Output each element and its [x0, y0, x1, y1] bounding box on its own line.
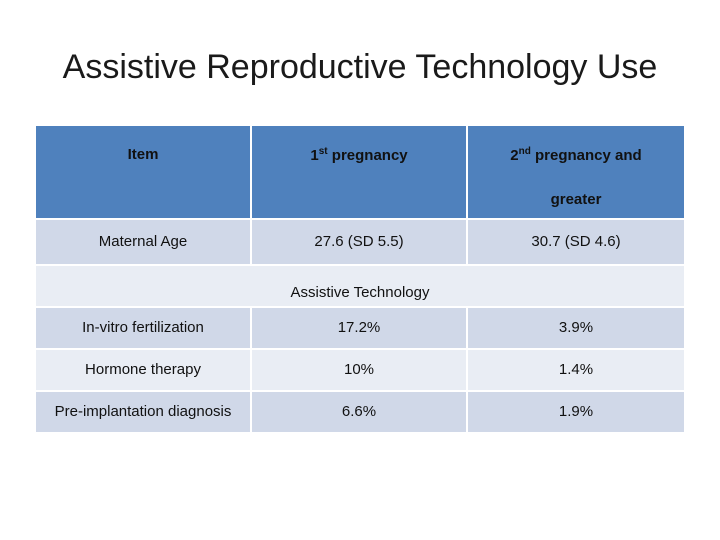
row-second-value: 3.9%: [468, 308, 684, 350]
page-title: Assistive Reproductive Technology Use: [62, 48, 658, 86]
row-first-value: 17.2%: [252, 308, 468, 350]
table-row: Pre-implantation diagnosis 6.6% 1.9%: [36, 392, 684, 434]
art-table: Item 1st pregnancy 2nd pregnancy and gre…: [36, 126, 684, 434]
row-second-value: 1.9%: [468, 392, 684, 434]
header-second-pregnancy: 2nd pregnancy and greater: [468, 126, 684, 220]
row-label: In-vitro fertilization: [36, 308, 252, 350]
table-header-row: Item 1st pregnancy 2nd pregnancy and gre…: [36, 126, 684, 220]
row-first-value: 6.6%: [252, 392, 468, 434]
row-second-value: 30.7 (SD 4.6): [468, 220, 684, 266]
row-label: Pre-implantation diagnosis: [36, 392, 252, 434]
row-first-value: 27.6 (SD 5.5): [252, 220, 468, 266]
table-row: In-vitro fertilization 17.2% 3.9%: [36, 308, 684, 350]
section-row: Assistive Technology: [36, 266, 684, 308]
section-label: Assistive Technology: [36, 266, 684, 308]
row-label: Maternal Age: [36, 220, 252, 266]
header-first-pregnancy: 1st pregnancy: [252, 126, 468, 220]
row-second-value: 1.4%: [468, 350, 684, 392]
row-first-value: 10%: [252, 350, 468, 392]
table-row-maternal-age: Maternal Age 27.6 (SD 5.5) 30.7 (SD 4.6): [36, 220, 684, 266]
header-item: Item: [36, 126, 252, 220]
table-row: Hormone therapy 10% 1.4%: [36, 350, 684, 392]
row-label: Hormone therapy: [36, 350, 252, 392]
